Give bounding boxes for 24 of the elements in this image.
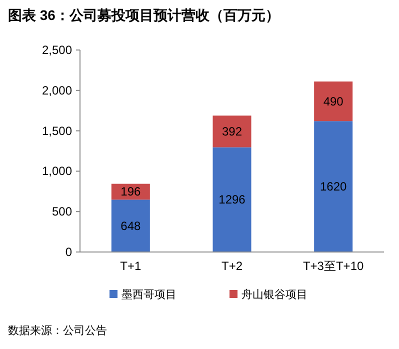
source-note: 数据来源：公司公告 <box>8 324 107 337</box>
bar <box>212 116 252 148</box>
bar <box>314 82 353 122</box>
legend-label: 墨西哥项目 <box>122 289 176 301</box>
x-tick-label: T+3至T+10 <box>302 259 364 273</box>
bar <box>111 200 150 252</box>
y-tick-label: 2,000 <box>42 83 72 98</box>
y-tick-label: 1,500 <box>42 124 72 138</box>
y-tick-label: 0 <box>65 245 72 259</box>
y-tick-label: 1,000 <box>42 164 72 178</box>
x-tick-label: T+1 <box>120 259 142 273</box>
data-label: 196 <box>120 184 141 199</box>
data-label: 490 <box>323 94 344 108</box>
data-label: 392 <box>222 124 242 138</box>
bar <box>212 147 252 252</box>
data-label: 1620 <box>320 180 348 194</box>
data-label: 1296 <box>218 192 246 207</box>
chart-title: 图表 36：公司募投项目预计营收（百万元） <box>8 7 280 23</box>
data-label: 648 <box>120 218 141 233</box>
y-tick-label: 2,500 <box>42 43 72 57</box>
legend-label: 舟山银谷项目 <box>242 288 308 301</box>
bar <box>314 121 353 252</box>
y-tick-label: 500 <box>52 204 72 219</box>
x-tick-label: T+2 <box>221 259 243 273</box>
